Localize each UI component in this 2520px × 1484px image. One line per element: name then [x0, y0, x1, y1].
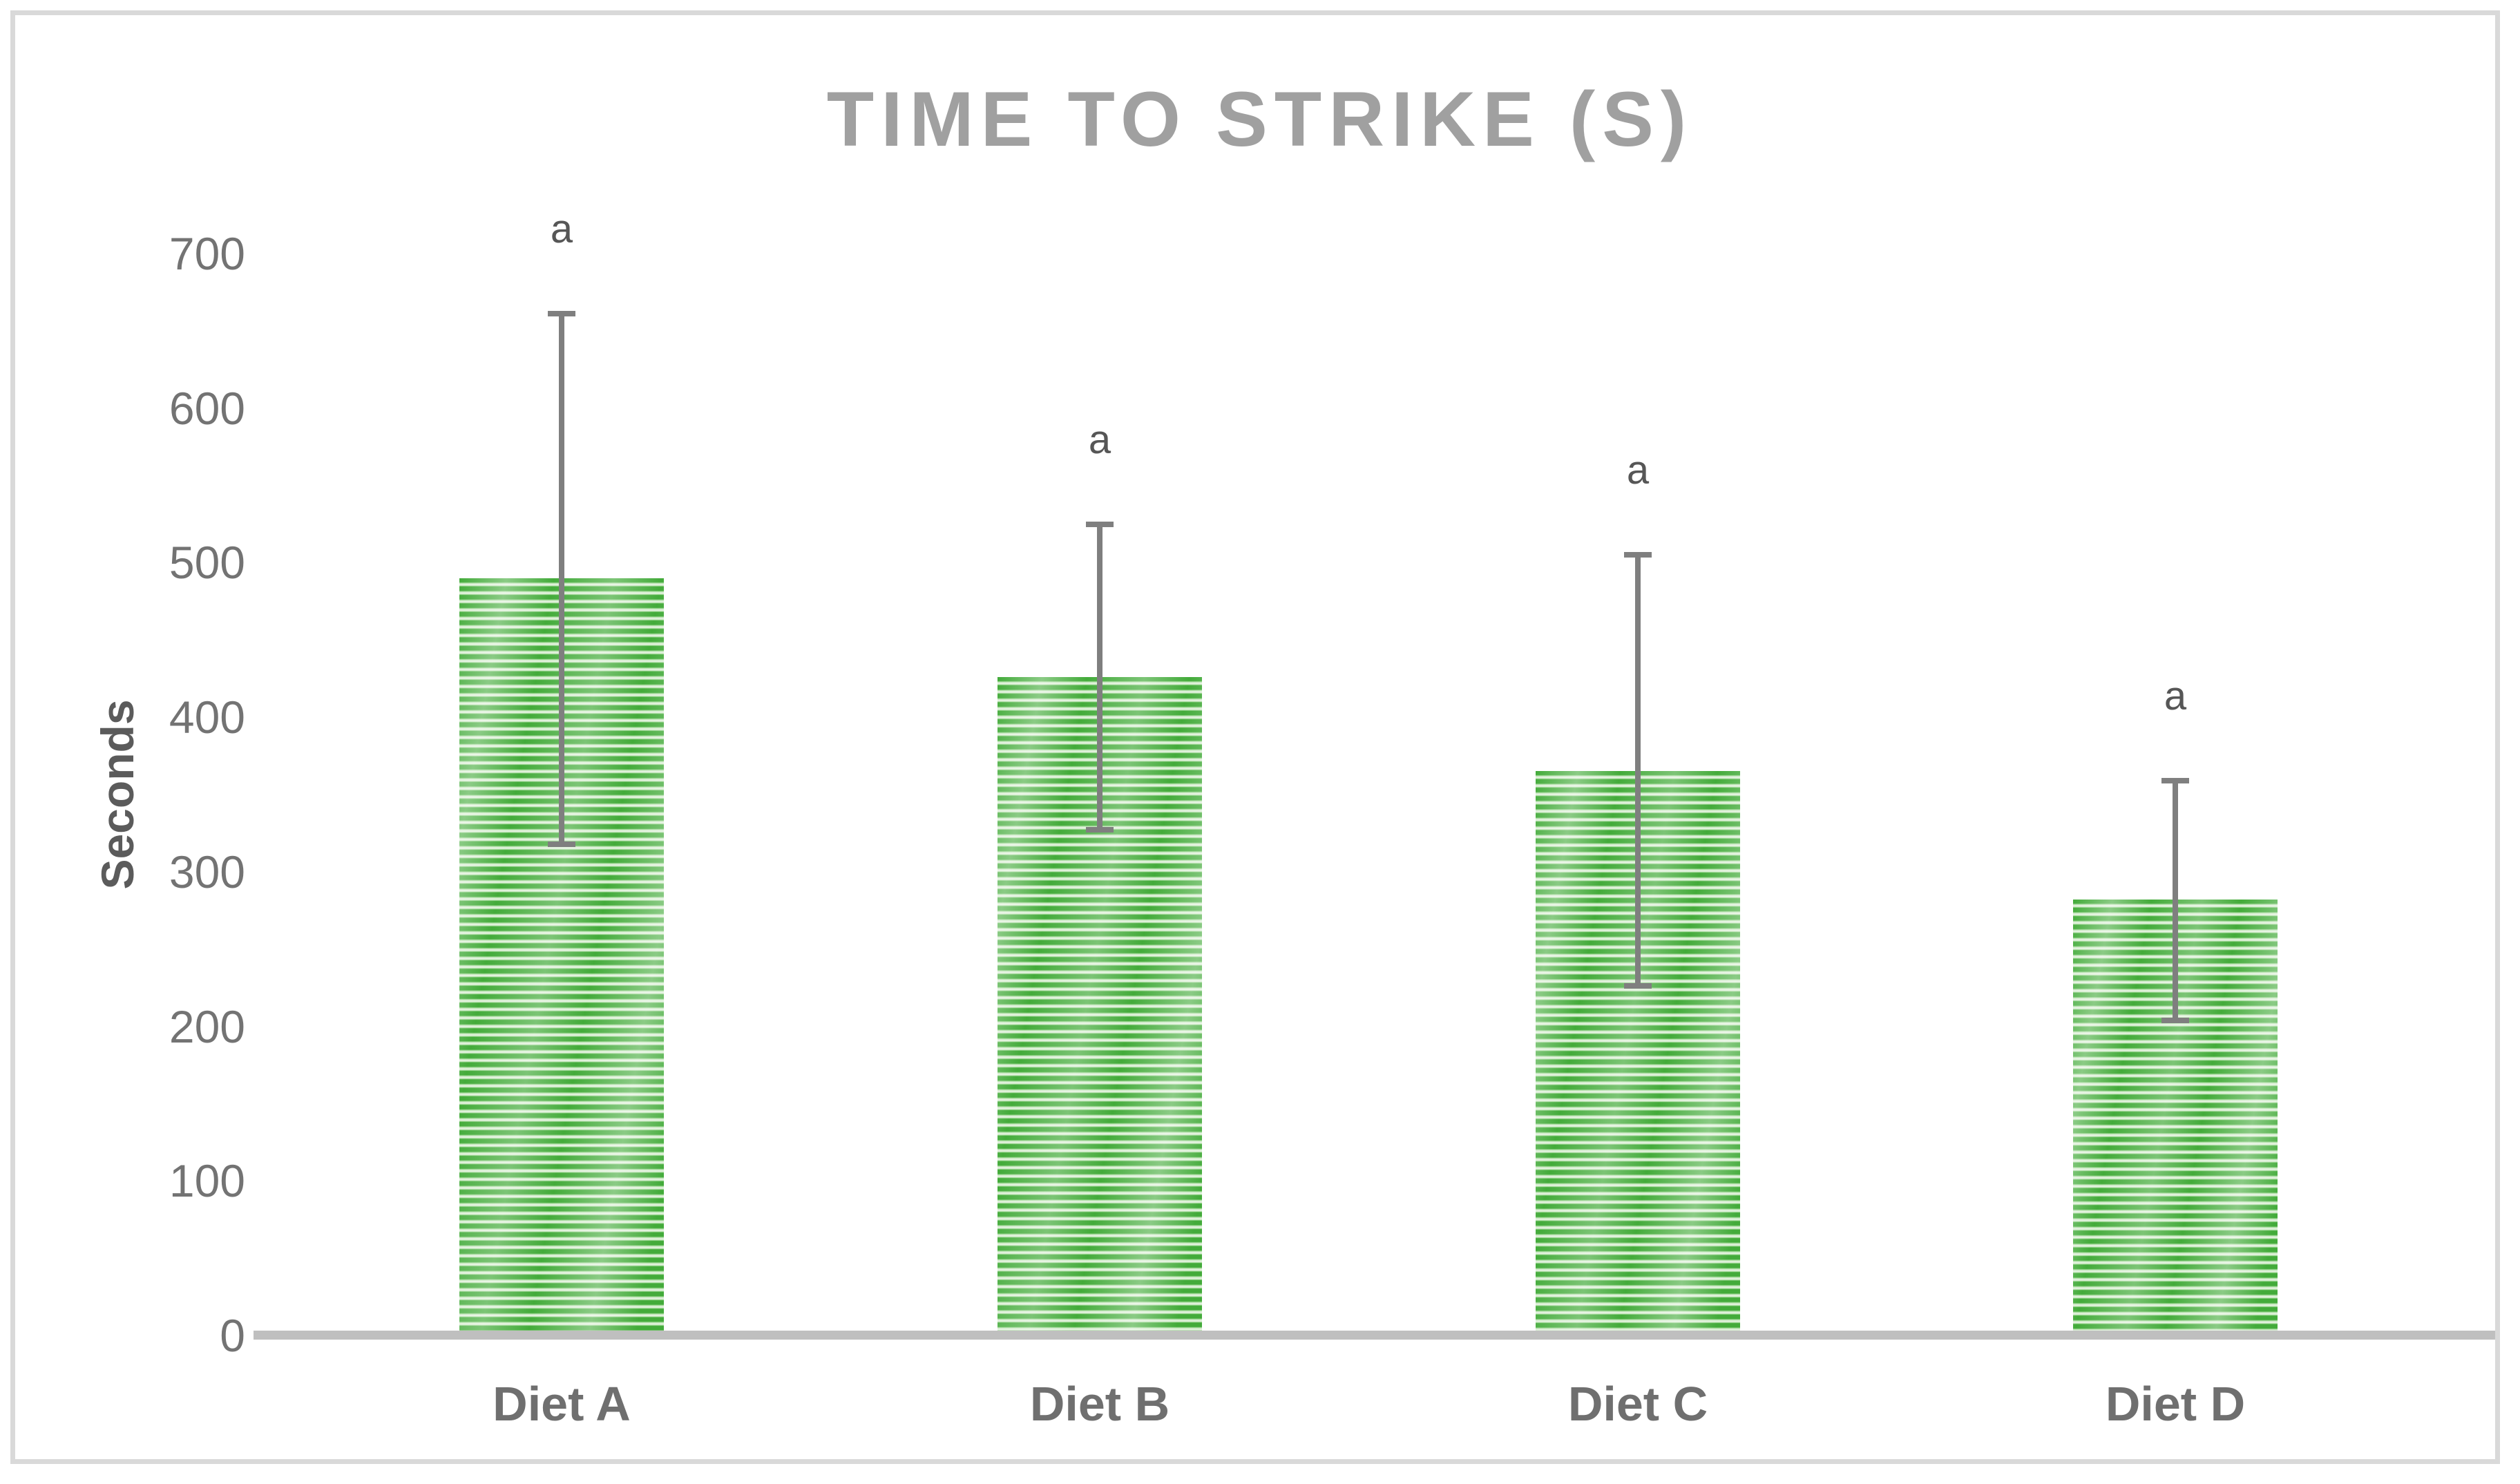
significance-letter-diet-d: a: [2164, 673, 2187, 719]
error-bar-lower-cap-diet-a: [548, 841, 575, 847]
error-bar-line-diet-c: [1635, 555, 1641, 987]
chart-title: TIME TO STRIKE (S): [826, 76, 1694, 162]
y-tick-label-0: 0: [220, 1310, 245, 1361]
x-label-diet-b: Diet B: [1029, 1377, 1170, 1431]
significance-letter-diet-b: a: [1088, 417, 1111, 462]
chart-border-frame: [10, 10, 2500, 1464]
y-tick-label-400: 400: [169, 692, 245, 743]
error-bar-upper-cap-diet-b: [1086, 521, 1114, 527]
x-label-diet-d: Diet D: [2105, 1377, 2246, 1431]
error-bar-lower-cap-diet-b: [1086, 827, 1114, 833]
y-tick-label-200: 200: [169, 1000, 245, 1052]
x-label-diet-c: Diet C: [1567, 1377, 1708, 1431]
y-tick-label-500: 500: [169, 537, 245, 589]
y-tick-label-600: 600: [169, 382, 245, 434]
error-bar-line-diet-b: [1097, 524, 1102, 830]
x-axis-line: [254, 1331, 2495, 1340]
significance-letter-diet-c: a: [1626, 448, 1650, 493]
x-label-diet-a: Diet A: [493, 1377, 631, 1431]
error-bar-line-diet-d: [2173, 780, 2178, 1020]
significance-letter-diet-a: a: [550, 207, 573, 252]
y-tick-label-300: 300: [169, 846, 245, 897]
y-tick-label-100: 100: [169, 1155, 245, 1207]
error-bar-lower-cap-diet-d: [2161, 1017, 2189, 1023]
error-bar-upper-cap-diet-a: [548, 311, 575, 317]
error-bar-upper-cap-diet-d: [2161, 777, 2189, 783]
error-bar-line-diet-a: [559, 314, 564, 844]
error-bar-lower-cap-diet-c: [1624, 983, 1652, 989]
error-bar-upper-cap-diet-c: [1624, 552, 1652, 558]
y-tick-label-700: 700: [169, 228, 245, 279]
